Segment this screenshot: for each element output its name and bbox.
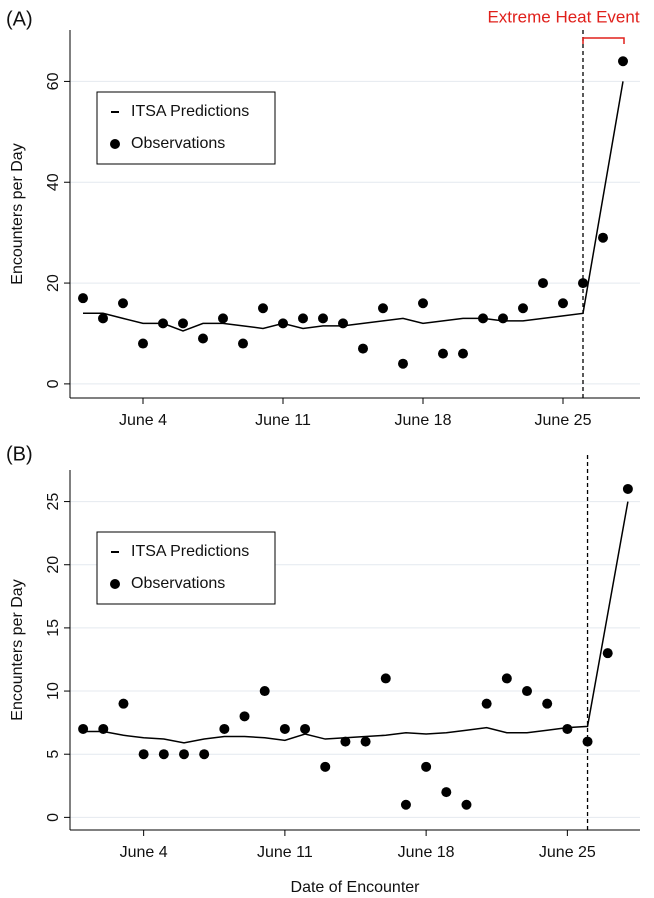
observation-point	[562, 723, 573, 734]
observation-point	[501, 673, 512, 684]
observation-point	[558, 298, 568, 309]
observation-point	[158, 318, 168, 329]
observation-point	[218, 313, 228, 324]
legend-label: Observations	[131, 575, 225, 592]
observation-point	[158, 749, 169, 760]
observation-point	[318, 313, 328, 324]
observation-point	[398, 358, 408, 369]
observation-point	[498, 313, 508, 324]
y-axis-label: Encounters per Day	[9, 579, 26, 720]
observation-point	[358, 343, 368, 354]
observation-point	[481, 698, 492, 709]
observation-point	[98, 723, 109, 734]
x-tick-label: June 4	[119, 412, 167, 429]
legend-label: Observations	[131, 135, 225, 152]
observation-point	[360, 736, 371, 747]
x-tick-label: June 4	[120, 844, 168, 861]
y-tick-label: 0	[45, 813, 62, 822]
observation-point	[238, 338, 248, 349]
observation-point	[179, 749, 189, 760]
observation-point	[278, 318, 288, 329]
panel-label: (B)	[6, 443, 33, 465]
observation-point	[421, 761, 432, 772]
x-tick-label: June 18	[398, 844, 455, 861]
y-tick-label: 15	[45, 619, 62, 637]
y-tick-label: 20	[45, 274, 62, 292]
observation-point	[622, 483, 633, 494]
observation-point	[320, 761, 331, 772]
y-tick-label: 0	[45, 379, 62, 388]
observation-point	[400, 799, 411, 810]
annotation: Extreme Heat Event	[487, 7, 639, 26]
observation-point	[618, 56, 628, 67]
y-tick-label: 40	[45, 173, 62, 191]
observation-point	[518, 303, 528, 314]
observation-point	[98, 313, 108, 324]
legend-symbol	[110, 579, 120, 589]
observation-point	[178, 318, 188, 329]
legend-box	[96, 91, 276, 165]
x-tick-label: June 25	[535, 412, 592, 429]
y-tick-label: 10	[45, 682, 62, 700]
observation-point	[198, 333, 208, 344]
y-tick-label: 5	[45, 750, 62, 759]
y-axis-label: Encounters per Day	[9, 143, 26, 284]
observation-point	[138, 749, 149, 760]
observation-point	[138, 338, 148, 349]
y-tick-label: 60	[45, 72, 62, 90]
observation-point	[219, 723, 230, 734]
observation-point	[522, 686, 533, 697]
observation-point	[279, 723, 290, 734]
y-tick-label: 25	[45, 493, 62, 511]
prediction-line	[83, 501, 629, 744]
observation-point	[340, 736, 351, 747]
observation-point	[538, 278, 548, 289]
legend-label: ITSA Predictions	[131, 103, 249, 120]
prediction-line	[83, 81, 624, 332]
observation-point	[458, 348, 468, 359]
observation-point	[118, 298, 128, 309]
observation-point	[258, 303, 268, 314]
observation-point	[441, 787, 452, 798]
observation-point	[582, 736, 593, 747]
legend-box	[96, 531, 276, 605]
observation-point	[300, 723, 311, 734]
y-tick-label: 20	[45, 556, 62, 574]
x-axis-label: Date of Encounter	[291, 879, 421, 896]
observation-point	[259, 686, 270, 697]
observation-point	[78, 293, 88, 304]
x-tick-label: June 18	[395, 412, 452, 429]
observation-point	[578, 278, 588, 289]
observation-point	[542, 698, 553, 709]
observation-point	[478, 313, 488, 324]
observation-point	[338, 318, 348, 329]
observation-point	[461, 799, 472, 810]
x-tick-label: June 11	[255, 412, 311, 429]
event-bracket	[582, 37, 625, 44]
x-tick-label: June 11	[257, 844, 313, 861]
observation-point	[438, 348, 448, 359]
observation-point	[239, 711, 250, 722]
observation-point	[598, 232, 608, 243]
observation-point	[380, 673, 391, 684]
observation-point	[602, 648, 613, 659]
observation-point	[378, 303, 388, 314]
legend-label: ITSA Predictions	[131, 543, 249, 560]
legend-symbol	[110, 139, 120, 149]
observation-point	[298, 313, 308, 324]
panel-label: (A)	[6, 8, 33, 30]
observation-point	[199, 749, 210, 760]
x-tick-label: June 25	[539, 844, 596, 861]
observation-point	[418, 298, 428, 309]
observation-point	[118, 698, 129, 709]
observation-point	[78, 723, 89, 734]
